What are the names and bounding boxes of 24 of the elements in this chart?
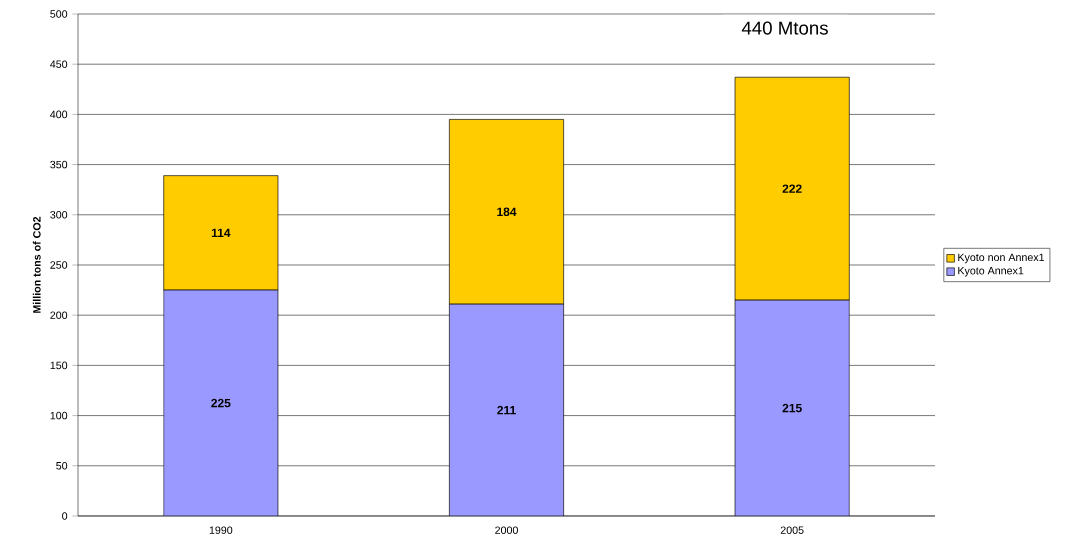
annotation: 440 Mtons bbox=[741, 21, 828, 35]
x-tick-label: 2000 bbox=[495, 526, 518, 534]
y-tick-label: 300 bbox=[50, 211, 68, 219]
legend-label: Kyoto non Annex1 bbox=[958, 253, 1045, 264]
data-label: 114 bbox=[211, 228, 231, 237]
data-label: 211 bbox=[497, 405, 516, 415]
y-tick-label: 250 bbox=[50, 261, 68, 269]
data-label: 184 bbox=[497, 207, 517, 217]
y-tick-label: 150 bbox=[50, 361, 68, 370]
data-label: 225 bbox=[211, 398, 231, 408]
y-axis-title: Million tons of CO2 bbox=[32, 216, 41, 313]
y-tick-label: 450 bbox=[50, 60, 68, 68]
x-tick-label: 1990 bbox=[209, 526, 233, 534]
y-tick-label: 400 bbox=[50, 110, 68, 119]
y-tick-label: 100 bbox=[50, 411, 68, 420]
x-tick-label: 2005 bbox=[780, 526, 804, 534]
y-tick-label: 350 bbox=[50, 160, 68, 169]
data-label: 222 bbox=[782, 184, 802, 193]
y-tick-label: 200 bbox=[50, 311, 68, 319]
y-tick-label: 500 bbox=[50, 10, 68, 18]
data-label: 215 bbox=[782, 403, 802, 413]
legend-label: Kyoto Annex1 bbox=[958, 266, 1024, 277]
y-tick-label: 0 bbox=[62, 512, 68, 520]
y-tick-label: 50 bbox=[56, 462, 68, 470]
